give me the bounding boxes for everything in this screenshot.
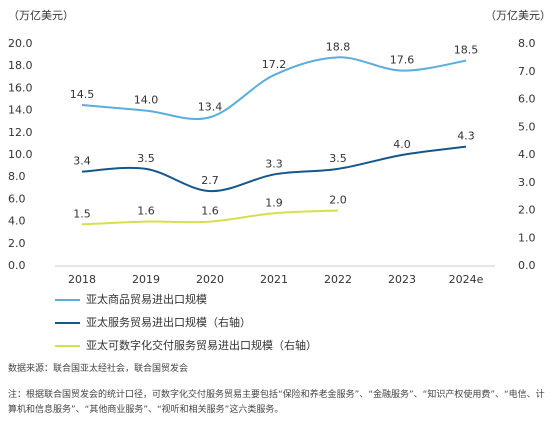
y2-tick-label: 1.0 <box>518 231 536 244</box>
y2-tick-label: 2.0 <box>518 204 536 217</box>
y2-tick-label: 8.0 <box>518 37 536 50</box>
x-tick-label: 2019 <box>132 273 160 286</box>
series-line <box>81 56 467 121</box>
data-label: 17.6 <box>390 54 415 67</box>
y2-tick-label: 4.0 <box>518 148 536 161</box>
data-label: 3.4 <box>73 155 91 168</box>
x-tick-label: 2018 <box>68 273 96 286</box>
y-tick-label: 18.0 <box>8 59 33 72</box>
data-label: 14.0 <box>134 94 159 107</box>
data-label: 4.0 <box>393 138 411 151</box>
legend-label: 亚太商品贸易进出口规模 <box>86 292 207 306</box>
data-label: 14.5 <box>70 88 95 101</box>
y2-tick-label: 5.0 <box>518 120 536 133</box>
y2-tick-label: 3.0 <box>518 176 536 189</box>
source: 数据来源：联合国亚太经社会，联合国贸发会 <box>8 364 189 374</box>
y2-tick-label: 7.0 <box>518 65 536 78</box>
x-tick-label: 2023 <box>388 273 416 286</box>
y2-tick-label: 6.0 <box>518 93 536 106</box>
note: 注：根据联合国贸发会的统计口径，可数字化交付服务贸易主要包括“保险和养老金服务”… <box>8 390 545 415</box>
y-axis-label: （万亿美元） <box>8 9 74 22</box>
x-tick-label: 2022 <box>324 273 352 286</box>
y-tick-label: 14.0 <box>8 104 33 117</box>
y-tick-label: 2.0 <box>8 237 26 250</box>
data-label: 18.8 <box>326 40 351 53</box>
data-label: 3.5 <box>137 152 155 165</box>
data-label: 4.3 <box>457 130 475 143</box>
y-tick-label: 0.0 <box>8 259 26 272</box>
data-label: 17.2 <box>262 58 287 71</box>
series-line <box>81 145 467 193</box>
data-label: 3.3 <box>265 157 283 170</box>
x-tick-label: 2020 <box>196 273 224 286</box>
data-label: 1.6 <box>137 205 155 218</box>
y-tick-label: 12.0 <box>8 126 33 139</box>
data-label: 2.0 <box>329 194 347 207</box>
x-tick-label: 2021 <box>260 273 288 286</box>
y2-tick-label: 0.0 <box>518 259 536 272</box>
y-tick-label: 16.0 <box>8 81 33 94</box>
y-tick-label: 8.0 <box>8 170 26 183</box>
y2-axis-label: （万亿美元） <box>485 9 551 22</box>
data-label: 1.6 <box>201 205 219 218</box>
x-tick-label: 2024e <box>449 273 484 286</box>
series-line <box>81 209 339 226</box>
data-label: 1.5 <box>73 207 91 220</box>
y-tick-label: 10.0 <box>8 148 33 161</box>
y-tick-label: 20.0 <box>8 37 33 50</box>
data-label: 18.5 <box>454 44 479 57</box>
data-label: 13.4 <box>198 100 223 113</box>
y-tick-label: 6.0 <box>8 192 26 205</box>
chart: （万亿美元） （万亿美元） 0.0 2.0 4.0 6.0 8.0 10.0 12.0 14.… <box>8 9 551 352</box>
legend-label: 亚太可数字化交付服务贸易进出口规模（右轴） <box>86 338 317 352</box>
data-label: 2.7 <box>201 174 219 187</box>
data-label: 3.5 <box>329 152 347 165</box>
legend-label: 亚太服务贸易进出口规模（右轴） <box>86 315 251 329</box>
data-label: 1.9 <box>265 196 283 209</box>
y-tick-label: 4.0 <box>8 215 26 228</box>
